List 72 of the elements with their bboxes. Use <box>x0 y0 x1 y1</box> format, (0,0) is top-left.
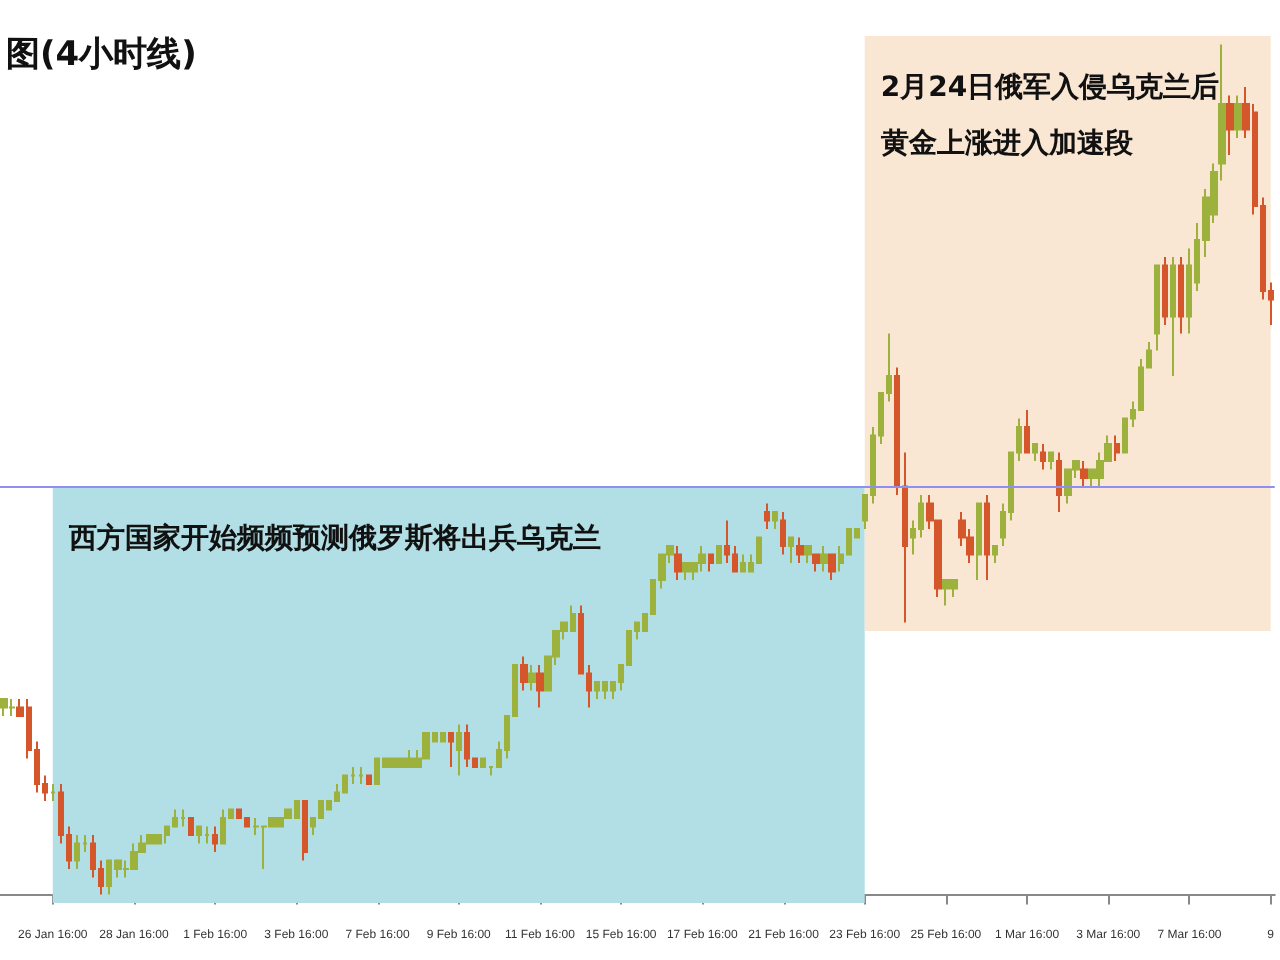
candlestick <box>984 494 990 581</box>
candlestick <box>302 800 308 862</box>
candlestick <box>146 834 154 845</box>
candlestick <box>796 536 804 564</box>
candlestick <box>1064 468 1072 505</box>
candlestick <box>358 766 364 785</box>
candlestick <box>244 817 250 828</box>
candlestick <box>1056 451 1062 513</box>
candlestick <box>440 732 446 743</box>
candlestick <box>682 562 690 581</box>
candlestick <box>456 723 462 777</box>
candlestick <box>708 553 714 573</box>
band-label: 2月24日俄军入侵乌克兰后黄金上涨进入加速段 <box>878 70 1220 160</box>
candlestick <box>894 366 900 496</box>
candlestick <box>464 723 470 768</box>
candlestick <box>1154 264 1160 352</box>
candlestick <box>520 655 528 692</box>
candlestick <box>188 817 194 836</box>
band-label: 西方国家开始频频预测俄罗斯将出兵乌克兰 <box>66 520 601 555</box>
candlestick <box>154 834 162 845</box>
candlestick <box>788 536 794 564</box>
candlestick <box>828 553 836 581</box>
candlestick <box>602 681 608 700</box>
candlestick <box>422 732 430 760</box>
candlestick <box>674 545 682 581</box>
candlestick <box>1234 94 1242 139</box>
candlestick <box>942 579 950 607</box>
candlestick <box>1040 443 1046 471</box>
candlestick <box>1032 443 1038 462</box>
candlestick <box>180 808 186 828</box>
candlestick <box>204 825 210 845</box>
candlestick <box>698 545 706 573</box>
candlestick <box>480 757 486 768</box>
candlestick <box>406 749 414 768</box>
candlestick <box>50 783 56 802</box>
candlestick <box>276 817 284 828</box>
candlestick <box>398 757 406 768</box>
candlestick <box>976 502 982 581</box>
candlestick <box>260 825 268 870</box>
candlestick <box>820 545 828 573</box>
candlestick <box>212 825 218 853</box>
candlestick <box>812 553 820 573</box>
candlestick <box>366 774 372 785</box>
candlestick <box>594 681 600 700</box>
candlestick <box>772 511 778 530</box>
chart-title: 图(4小时线) <box>6 35 197 75</box>
candlestick <box>780 511 786 556</box>
candlestick <box>1080 460 1088 488</box>
candlestick <box>950 579 958 598</box>
candlestick <box>1024 409 1030 454</box>
candlestick <box>1170 256 1176 377</box>
candlestick <box>528 664 536 692</box>
candlestick <box>74 834 80 870</box>
candlestick <box>1114 434 1120 462</box>
candlestick <box>740 553 746 573</box>
candlestick <box>342 774 348 794</box>
candlestick <box>196 825 202 845</box>
candlestick <box>764 502 770 530</box>
candlestick <box>1048 451 1054 471</box>
candlestick <box>902 451 908 624</box>
candlestick <box>130 842 138 870</box>
candlestick <box>992 545 998 564</box>
candlestick <box>220 808 226 845</box>
candlestick <box>716 545 722 564</box>
candlestick <box>448 732 454 768</box>
candlestick <box>1226 94 1234 156</box>
candlestick <box>804 545 812 564</box>
candlestick <box>536 664 544 709</box>
candlestick <box>1162 256 1168 326</box>
candlestick <box>1178 256 1184 335</box>
candlestick <box>8 698 16 717</box>
candlestick <box>0 698 8 717</box>
